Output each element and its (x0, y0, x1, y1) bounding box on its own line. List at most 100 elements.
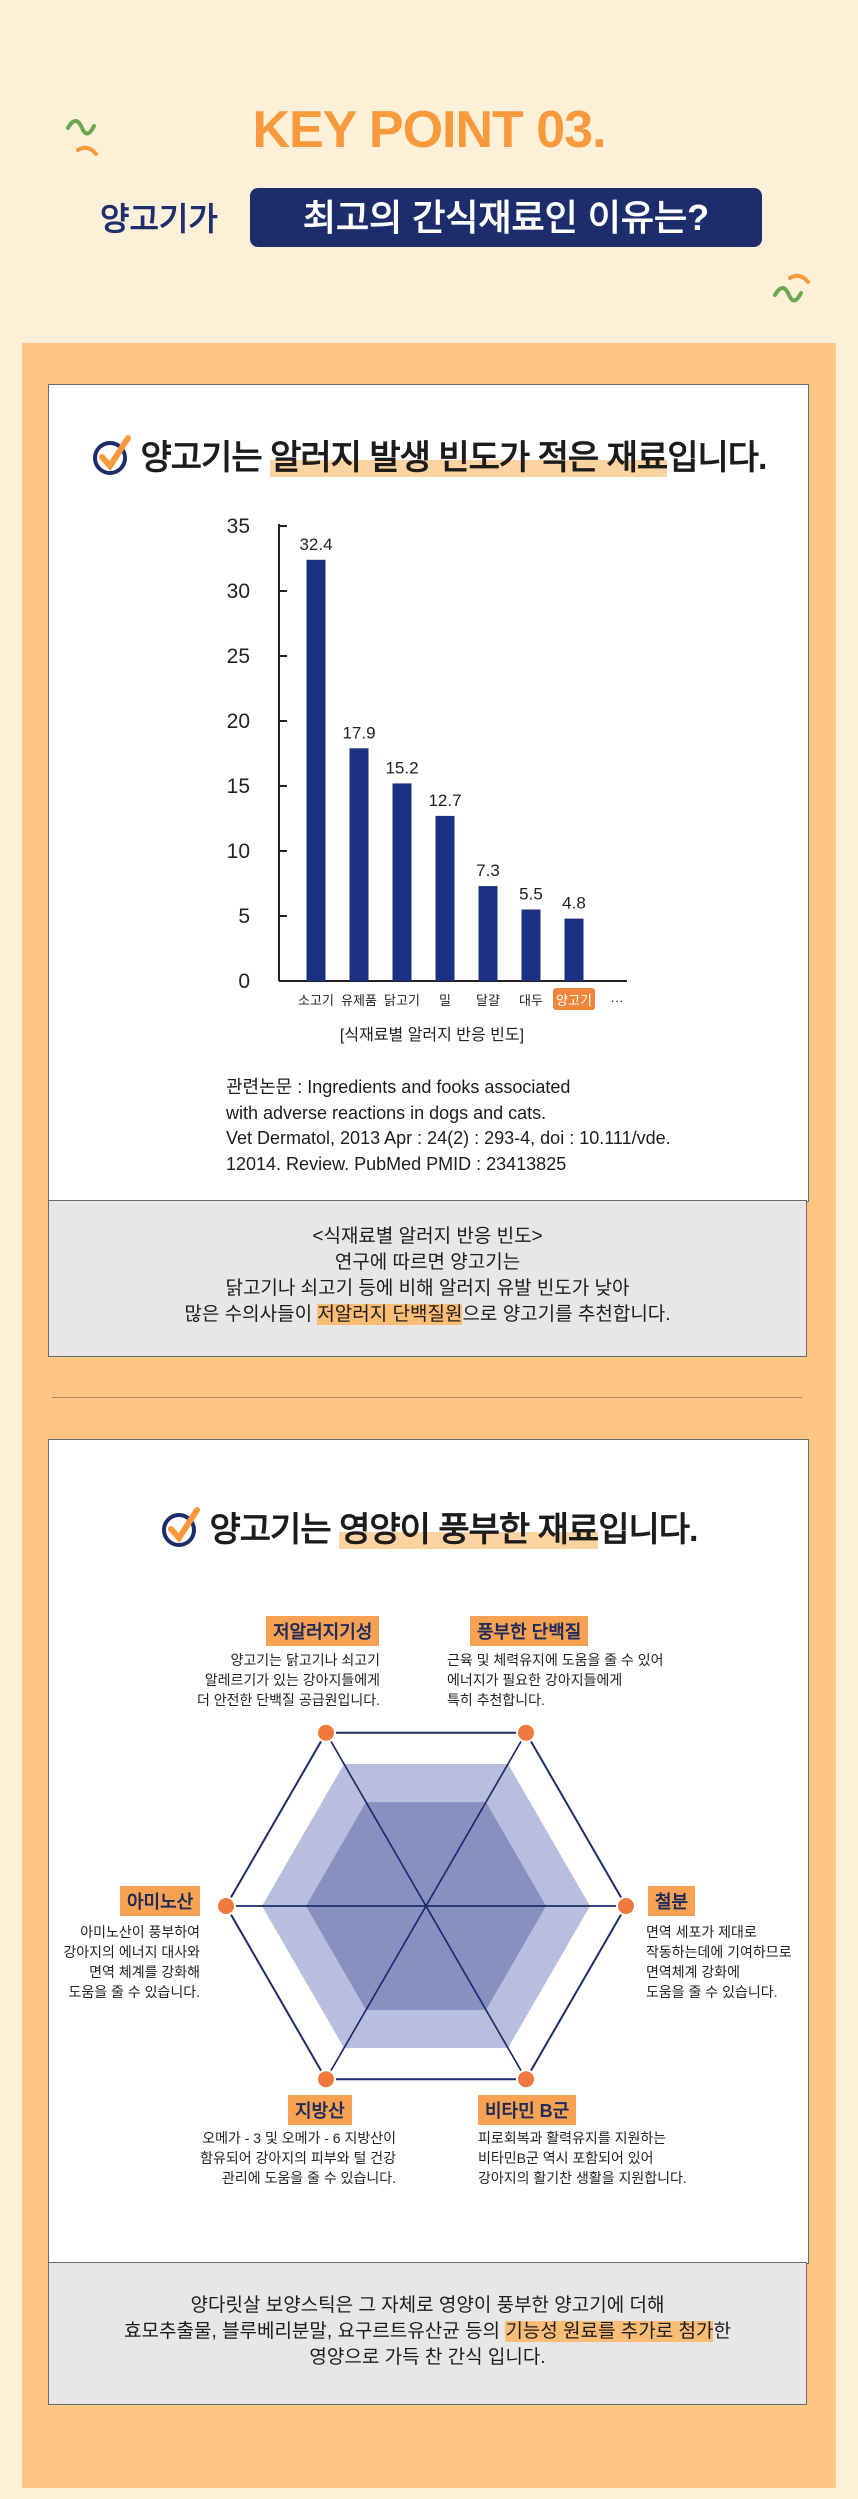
description-line: 아미노산이 풍부하여 (80, 1924, 200, 1940)
highlight-text: 알러지 발생 빈도가 적은 재료 (270, 439, 668, 477)
kicker: KEY POINT 03. (252, 101, 606, 159)
summary-line: 영양으로 가득 찬 간식 입니다. (49, 2345, 806, 2371)
description-line: 면역체계 강화에 (646, 1964, 741, 1980)
text: 양고기는 (209, 1511, 340, 1549)
text: 으로 양고기를 추천합니다. (462, 1304, 671, 1325)
value-label: 4.8 (562, 894, 586, 913)
description-line: 알레르기가 있는 강아지들에게 (204, 1672, 380, 1688)
divider (52, 1397, 802, 1398)
text: 많은 수의사들이 (184, 1304, 318, 1325)
x-tick-label: ··· (611, 993, 624, 1008)
summary-line: 양다릿살 보양스틱은 그 자체로 영양이 풍부한 양고기에 더해 (49, 2293, 806, 2319)
title-text: 양고기는 영양이 풍부한 재료입니다. (209, 1502, 699, 1551)
bar (521, 909, 541, 981)
y-tick-label: 15 (227, 775, 250, 798)
title-lead: 양고기가 (100, 201, 218, 237)
title-text: 양고기는 알러지 발생 빈도가 적은 재료입니다. (140, 430, 768, 479)
bar (349, 748, 369, 981)
summary-line: 닭고기나 쇠고기 등에 비해 알러지 유발 빈도가 낮아 (49, 1276, 806, 1302)
y-tick-label: 25 (227, 645, 250, 668)
description-line: 비타민B군 역시 포함되어 있어 (478, 2150, 654, 2166)
text: 양다릿살 보양스틱은 그 자체로 영양이 풍부한 양고기에 더해 (190, 2295, 665, 2316)
description-line: 도움을 줄 수 있습니다. (68, 1984, 200, 2000)
reference-line: 관련논문 : Ingredients and fooks associated (226, 1077, 571, 1097)
bar (306, 559, 326, 981)
bar (564, 918, 584, 981)
radar-dot (516, 2069, 536, 2090)
x-tick-label: 대두 (519, 993, 543, 1008)
y-tick-label: 30 (227, 580, 250, 603)
text: 입니다. (667, 439, 767, 477)
description-line: 강아지의 활기찬 생활을 지원합니다. (478, 2170, 687, 2186)
value-label: 32.4 (299, 535, 332, 554)
bar (478, 886, 498, 981)
x-axis-label: [식재료별 알러지 반응 빈도] (340, 1026, 524, 1044)
x-tick-label: 달걀 (476, 993, 500, 1008)
text: 입니다. (598, 1511, 698, 1549)
feature-description: 피로회복과 활력유지를 지원하는 비타민B군 역시 포함되어 있어 강아지의 활기찬… (478, 2128, 718, 2188)
radar-dot (316, 2069, 336, 2090)
radar-diagram (216, 1722, 636, 2090)
description-line: 면역 세포가 제대로 (646, 1924, 757, 1940)
feature-label: 풍부한 단백질 (470, 1616, 589, 1646)
section-title: 양고기는 알러지 발생 빈도가 적은 재료입니다. (48, 430, 809, 479)
value-label: 12.7 (428, 791, 461, 810)
feature-label: 아미노산 (120, 1886, 201, 1916)
check-icon (162, 1506, 201, 1547)
title-box: 최고의 간식재료인 이유는? (250, 188, 762, 247)
bar (392, 783, 412, 981)
feature-description: 근육 및 체력유지에 도움을 줄 수 있어 에너지가 필요한 강아지들에게 특히 추… (447, 1650, 707, 1710)
description-line: 함유되어 강아지의 피부와 털 건강 (200, 2150, 396, 2166)
description-line: 근육 및 체력유지에 도움을 줄 수 있어 (447, 1652, 664, 1668)
text: <식재료별 알러지 반응 빈도> (312, 1226, 543, 1247)
summary-line: 연구에 따르면 양고기는 (49, 1250, 806, 1276)
reference-line: with adverse reactions in dogs and cats. (226, 1102, 547, 1123)
text: 닭고기나 쇠고기 등에 비해 알러지 유발 빈도가 낮아 (225, 1278, 630, 1299)
y-tick-label: 35 (227, 515, 250, 538)
y-tick-label: 20 (227, 710, 250, 733)
decoration (66, 119, 96, 136)
highlight-text: 저알러지 단백질원 (317, 1304, 463, 1325)
text: 한 (713, 2321, 731, 2342)
feature-label: 지방산 (288, 2095, 352, 2125)
description-line: 관리에 도움을 줄 수 있습니다. (221, 2170, 396, 2186)
feature-label: 저알러지기성 (266, 1616, 380, 1646)
reference: 관련논문 : Ingredients and fooks associated w… (226, 1075, 671, 1177)
section-title: 양고기는 영양이 풍부한 재료입니다. (48, 1502, 809, 1551)
reference-line: Vet Dermatol, 2013 Apr : 24(2) : 293-4, … (226, 1128, 671, 1148)
feature-label: 비타민 B군 (478, 2095, 577, 2125)
description-line: 강아지의 에너지 대사와 (63, 1944, 200, 1960)
text: 영양으로 가득 찬 간식 입니다. (309, 2347, 546, 2368)
decoration (788, 273, 810, 284)
check-icon (93, 434, 132, 475)
reference-line: 12014. Review. PubMed PMID : 23413825 (226, 1153, 567, 1174)
description-line: 에너지가 필요한 강아지들에게 (447, 1672, 623, 1688)
card-allergy (48, 384, 809, 1202)
highlight-text: 영양이 풍부한 재료 (339, 1511, 599, 1549)
x-tick-label: 닭고기 (384, 993, 420, 1008)
value-label: 17.9 (342, 723, 375, 742)
decoration (773, 286, 803, 303)
description-line: 면역 체계를 강화해 (89, 1964, 200, 1980)
bar (435, 815, 455, 981)
decoration (76, 145, 98, 156)
x-tick-label: 소고기 (298, 993, 334, 1008)
description-line: 도움을 줄 수 있습니다. (646, 1984, 778, 2000)
x-tick-label: 밀 (439, 993, 451, 1008)
value-label: 5.5 (519, 885, 543, 904)
allergy-summary: <식재료별 알러지 반응 빈도> 연구에 따르면 양고기는 닭고기나 쇠고기 등에 … (48, 1200, 807, 1357)
description-line: 더 안전한 단백질 공급원입니다. (197, 1692, 380, 1708)
x-tick-label: 유제품 (341, 993, 377, 1008)
summary-line: 많은 수의사들이 저알러지 단백질원으로 양고기를 추천합니다. (49, 1302, 806, 1328)
bar-chart: 0 5 10 15 20 25 30 35 소고기 32.4 유제품 17.9 닭고기 15.2 밀 12.7… (227, 515, 627, 1044)
value-label: 15.2 (385, 758, 418, 777)
y-tick-label: 0 (238, 970, 250, 993)
description-line: 오메가 - 3 및 오메가 - 6 지방산이 (202, 2130, 396, 2146)
radar-dot (616, 1896, 636, 1916)
feature-label: 철분 (648, 1886, 696, 1916)
highlight-box (553, 988, 595, 1010)
